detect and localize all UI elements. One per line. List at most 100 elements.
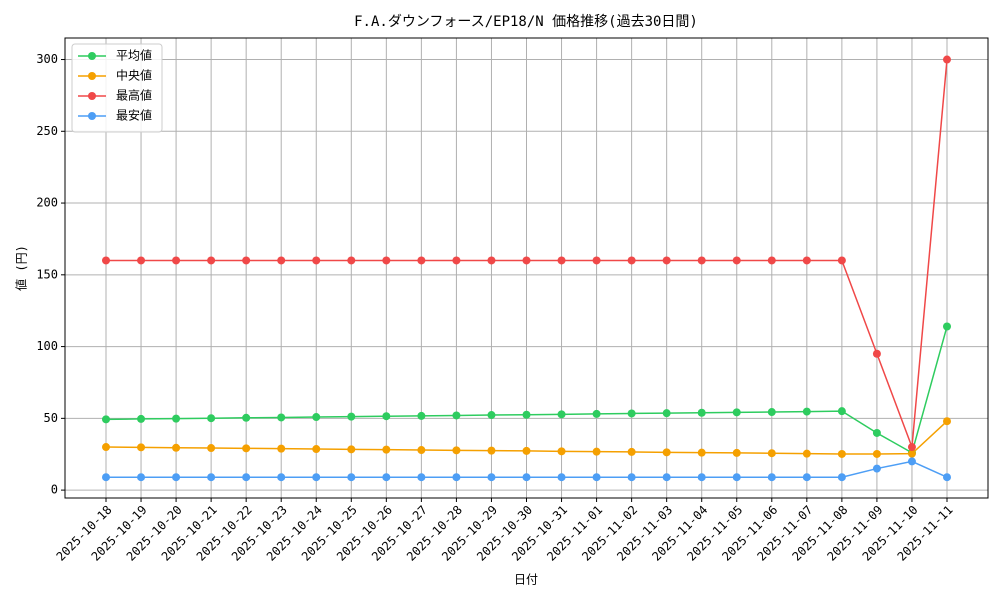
- point: [522, 446, 531, 455]
- point: [802, 256, 811, 265]
- x-axis-label: 日付: [514, 573, 538, 587]
- point: [592, 473, 601, 482]
- point: [137, 473, 146, 482]
- point: [347, 445, 356, 454]
- point: [347, 473, 356, 482]
- point: [662, 409, 671, 418]
- point: [872, 349, 881, 358]
- point: [172, 414, 181, 423]
- point: [767, 473, 776, 482]
- point: [907, 443, 916, 452]
- point: [627, 473, 636, 482]
- point: [102, 415, 110, 424]
- point: [242, 413, 251, 422]
- point: [802, 449, 811, 458]
- point: [172, 256, 181, 265]
- legend-marker: [88, 112, 96, 120]
- point: [277, 413, 286, 422]
- point: [662, 473, 671, 482]
- legend-marker: [88, 72, 96, 80]
- legend-label: 中央値: [116, 68, 152, 83]
- point: [557, 447, 566, 456]
- point: [102, 256, 110, 265]
- point: [943, 322, 951, 331]
- point: [627, 447, 636, 456]
- point: [137, 414, 146, 423]
- point: [417, 446, 426, 455]
- point: [943, 473, 951, 482]
- point: [943, 55, 951, 64]
- point: [452, 411, 461, 420]
- point: [872, 449, 881, 458]
- point: [382, 412, 391, 421]
- point: [837, 256, 846, 265]
- point: [837, 449, 846, 458]
- point: [137, 443, 146, 452]
- point: [347, 412, 356, 421]
- y-tick-label: 0: [51, 483, 58, 497]
- point: [557, 256, 566, 265]
- point: [872, 428, 881, 437]
- point: [592, 447, 601, 456]
- point: [137, 256, 146, 265]
- point: [767, 408, 776, 417]
- point: [802, 407, 811, 416]
- point: [872, 464, 881, 473]
- point: [417, 473, 426, 482]
- point: [487, 473, 496, 482]
- point: [697, 256, 706, 265]
- point: [382, 256, 391, 265]
- y-tick-label: 200: [36, 196, 58, 210]
- point: [207, 414, 216, 423]
- point: [732, 256, 741, 265]
- point: [662, 448, 671, 457]
- point: [312, 256, 321, 265]
- legend-box: [71, 43, 163, 133]
- point: [347, 256, 356, 265]
- point: [767, 449, 776, 458]
- point: [522, 473, 531, 482]
- point: [102, 443, 110, 452]
- point: [557, 473, 566, 482]
- point: [487, 446, 496, 455]
- point: [277, 444, 286, 453]
- point: [102, 473, 110, 482]
- y-tick-label: 250: [36, 124, 58, 138]
- point: [522, 410, 531, 419]
- y-tick-label: 300: [36, 52, 58, 66]
- point: [382, 473, 391, 482]
- point: [487, 256, 496, 265]
- point: [452, 473, 461, 482]
- point: [767, 256, 776, 265]
- point: [172, 443, 181, 452]
- point: [312, 413, 321, 422]
- point: [907, 457, 916, 466]
- point: [277, 256, 286, 265]
- point: [242, 256, 251, 265]
- point: [697, 408, 706, 417]
- point: [697, 473, 706, 482]
- y-axis-label: 値 (円): [14, 245, 29, 291]
- point: [943, 417, 951, 426]
- point: [312, 473, 321, 482]
- point: [277, 473, 286, 482]
- point: [557, 410, 566, 419]
- point: [417, 256, 426, 265]
- point: [172, 473, 181, 482]
- plot-frame: [64, 37, 989, 499]
- point: [207, 444, 216, 453]
- y-tick-label: 50: [44, 411, 58, 425]
- point: [662, 256, 671, 265]
- point: [242, 473, 251, 482]
- point: [802, 473, 811, 482]
- point: [627, 256, 636, 265]
- point: [732, 408, 741, 417]
- point: [417, 411, 426, 420]
- point: [242, 444, 251, 453]
- chart-title: F.A.ダウンフォース/EP18/N 価格推移(過去30日間): [354, 14, 698, 30]
- point: [697, 448, 706, 457]
- point: [907, 449, 916, 458]
- point: [382, 445, 391, 454]
- point: [452, 446, 461, 455]
